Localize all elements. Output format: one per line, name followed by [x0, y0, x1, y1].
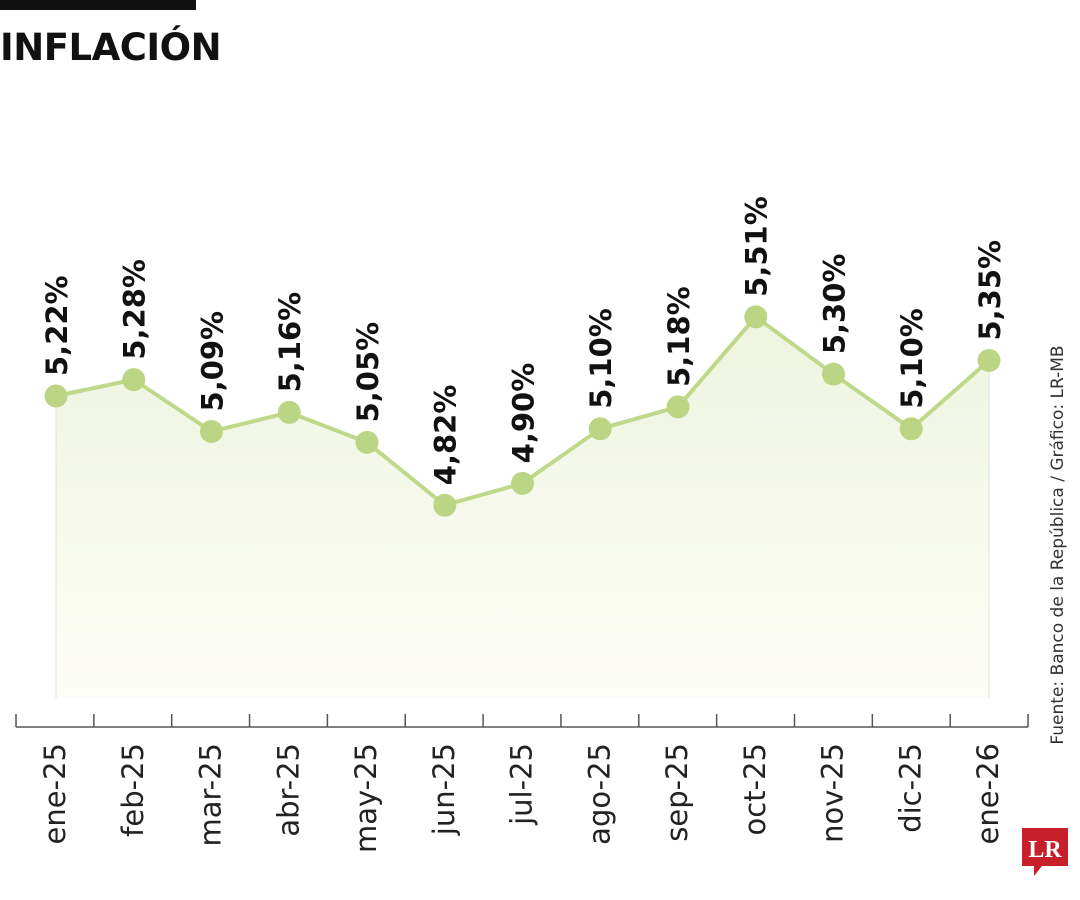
x-axis: [15, 714, 1029, 728]
data-point: [355, 430, 379, 454]
data-label: 5,10%: [584, 308, 618, 409]
x-axis-label: nov-25: [816, 743, 850, 843]
area-fill: [55, 316, 990, 698]
title-rule: [0, 0, 196, 10]
data-point: [200, 419, 223, 443]
data-label: 5,35%: [973, 240, 1007, 341]
x-axis-label: ago-25: [582, 743, 616, 845]
data-points: [44, 305, 1001, 517]
data-label: 5,28%: [118, 259, 152, 360]
data-label: 5,30%: [818, 254, 852, 355]
data-label: 5,09%: [196, 311, 230, 412]
x-axis-label: may-25: [349, 743, 383, 853]
svg-text:LR: LR: [1028, 837, 1062, 863]
data-label: 5,05%: [351, 322, 385, 423]
data-point: [822, 362, 845, 386]
x-axis-label: mar-25: [194, 743, 228, 846]
x-axis-label: ene-26: [971, 743, 1005, 844]
lr-logo-icon: LR: [1022, 828, 1068, 876]
x-axis-label: jun-25: [427, 743, 461, 836]
data-point: [744, 305, 768, 329]
data-label: 5,10%: [895, 308, 929, 409]
data-label: 5,18%: [662, 286, 696, 387]
data-point: [433, 493, 457, 517]
x-axis-label: dic-25: [893, 743, 927, 833]
chart-title: INFLACIÓN: [0, 26, 222, 69]
data-point: [44, 384, 68, 408]
source-credit: Fuente: Banco de la República / Gráfico:…: [1048, 345, 1068, 745]
data-point: [899, 417, 923, 441]
data-labels: 5,22% 5,28% 5,09% 5,16% 5,05% 4,82% 4,90% 5,10%…: [40, 196, 1007, 485]
data-point: [666, 395, 690, 419]
data-point: [588, 417, 612, 441]
x-axis-label: sep-25: [660, 743, 694, 842]
x-axis-label: feb-25: [116, 743, 150, 837]
data-point: [977, 349, 1001, 373]
data-point: [277, 400, 301, 424]
data-label: 5,51%: [740, 196, 774, 297]
data-label: 5,22%: [40, 275, 74, 376]
x-axis-label: abr-25: [271, 743, 305, 837]
x-axis-label: ene-25: [38, 743, 72, 844]
x-axis-labels: ene-25 feb-25 mar-25 abr-25 may-25 jun-25 jul-…: [38, 743, 1005, 853]
data-label: 4,82%: [429, 385, 463, 486]
data-point: [122, 368, 146, 392]
data-label: 4,90%: [507, 363, 541, 464]
data-point: [511, 471, 534, 495]
data-label: 5,16%: [273, 292, 307, 393]
x-axis-label: oct-25: [738, 743, 772, 835]
x-axis-label: jul-25: [505, 743, 539, 826]
